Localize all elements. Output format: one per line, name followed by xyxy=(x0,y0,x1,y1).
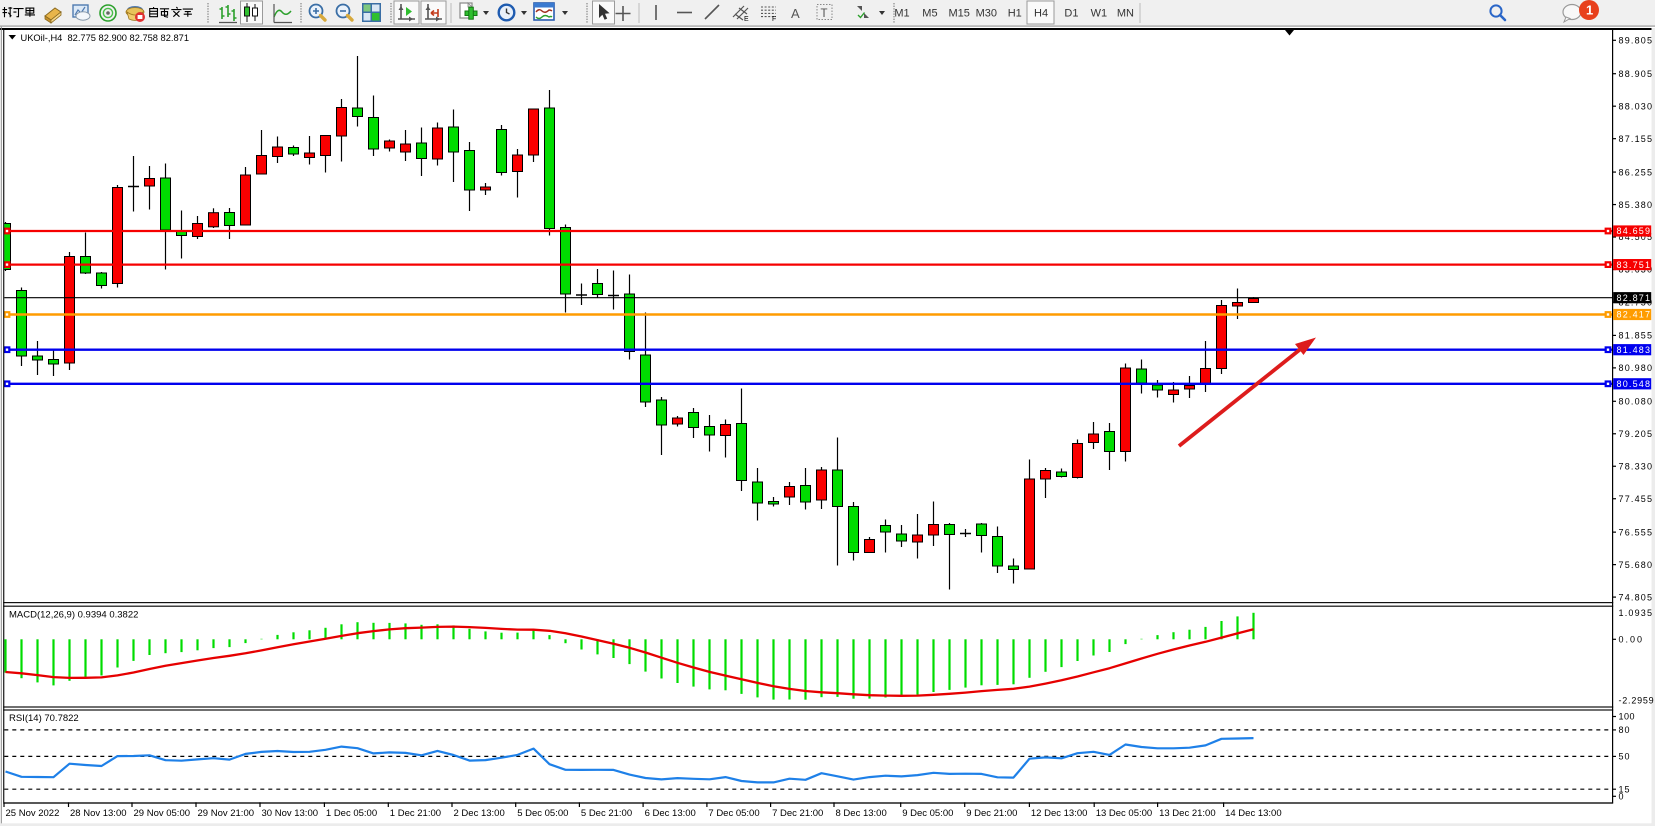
svg-text:H4: H4 xyxy=(1034,8,1048,20)
svg-text:89.805: 89.805 xyxy=(1619,36,1653,46)
svg-text:81.483: 81.483 xyxy=(1617,345,1651,355)
svg-text:M5: M5 xyxy=(922,8,937,20)
svg-text:E: E xyxy=(744,16,749,23)
svg-text:74.805: 74.805 xyxy=(1619,592,1653,602)
svg-text:1: 1 xyxy=(1586,3,1593,18)
svg-text:13 Dec 21:00: 13 Dec 21:00 xyxy=(1159,808,1216,819)
svg-text:84.505: 84.505 xyxy=(1619,232,1653,242)
svg-text:MN: MN xyxy=(1117,8,1134,20)
svg-text:77.455: 77.455 xyxy=(1619,494,1653,504)
svg-text:78.330: 78.330 xyxy=(1619,461,1653,471)
svg-text:-2.2959: -2.2959 xyxy=(1619,695,1654,705)
svg-text:UKOil-,H4 82.775 82.900 82.75: UKOil-,H4 82.775 82.900 82.758 82.871 xyxy=(21,33,190,43)
svg-text:0.00: 0.00 xyxy=(1619,635,1643,645)
svg-text:85.380: 85.380 xyxy=(1619,200,1653,210)
svg-text:1 Dec 05:00: 1 Dec 05:00 xyxy=(326,808,377,819)
svg-text:M15: M15 xyxy=(949,8,970,20)
svg-text:76.555: 76.555 xyxy=(1619,527,1653,537)
svg-text:8 Dec 13:00: 8 Dec 13:00 xyxy=(836,808,887,819)
svg-text:80.080: 80.080 xyxy=(1619,396,1653,406)
svg-text:6 Dec 13:00: 6 Dec 13:00 xyxy=(645,808,696,819)
svg-text:83.751: 83.751 xyxy=(1617,260,1651,270)
svg-text:A: A xyxy=(791,6,800,21)
svg-text:W1: W1 xyxy=(1091,8,1108,20)
svg-text:12 Dec 13:00: 12 Dec 13:00 xyxy=(1031,808,1088,819)
svg-text:80.548: 80.548 xyxy=(1617,379,1651,389)
svg-text:D1: D1 xyxy=(1064,8,1078,20)
svg-text:82.417: 82.417 xyxy=(1617,310,1651,320)
svg-text:86.255: 86.255 xyxy=(1619,167,1653,177)
svg-text:13 Dec 05:00: 13 Dec 05:00 xyxy=(1096,808,1153,819)
svg-text:100: 100 xyxy=(1619,712,1635,722)
svg-text:80: 80 xyxy=(1619,725,1630,735)
svg-text:87.155: 87.155 xyxy=(1619,134,1653,144)
svg-text:15: 15 xyxy=(1619,784,1630,794)
svg-text:1.0935: 1.0935 xyxy=(1619,608,1653,618)
svg-text:2 Dec 13:00: 2 Dec 13:00 xyxy=(454,808,505,819)
svg-text:9 Dec 05:00: 9 Dec 05:00 xyxy=(902,808,953,819)
svg-text:7 Dec 05:00: 7 Dec 05:00 xyxy=(708,808,759,819)
svg-text:7 Dec 21:00: 7 Dec 21:00 xyxy=(772,808,823,819)
svg-text:1 Dec 21:00: 1 Dec 21:00 xyxy=(390,808,441,819)
svg-text:75.680: 75.680 xyxy=(1619,560,1653,570)
svg-text:RSI(14) 70.7822: RSI(14) 70.7822 xyxy=(9,713,79,724)
svg-text:5 Dec 05:00: 5 Dec 05:00 xyxy=(517,808,568,819)
svg-text:F: F xyxy=(772,16,776,23)
svg-text:28 Nov 13:00: 28 Nov 13:00 xyxy=(70,808,127,819)
svg-text:80.980: 80.980 xyxy=(1619,363,1653,373)
svg-text:29 Nov 21:00: 29 Nov 21:00 xyxy=(198,808,255,819)
svg-text:T: T xyxy=(821,8,828,20)
svg-text:50: 50 xyxy=(1619,752,1630,762)
svg-text:0: 0 xyxy=(1619,792,1624,802)
svg-text:M1: M1 xyxy=(894,8,909,20)
svg-text:84.659: 84.659 xyxy=(1617,226,1651,236)
svg-text:5 Dec 21:00: 5 Dec 21:00 xyxy=(581,808,632,819)
svg-text:88.030: 88.030 xyxy=(1619,101,1653,111)
svg-text:H1: H1 xyxy=(1008,8,1022,20)
svg-text:29 Nov 05:00: 29 Nov 05:00 xyxy=(134,808,191,819)
svg-text:M30: M30 xyxy=(976,8,997,20)
svg-text:MACD(12,26,9) 0.9394 0.3822: MACD(12,26,9) 0.9394 0.3822 xyxy=(9,610,138,621)
svg-text:14 Dec 13:00: 14 Dec 13:00 xyxy=(1225,808,1282,819)
svg-text:88.905: 88.905 xyxy=(1619,69,1653,79)
svg-text:25 Nov 2022: 25 Nov 2022 xyxy=(6,808,60,819)
svg-text:81.855: 81.855 xyxy=(1619,331,1653,341)
svg-text:9 Dec 21:00: 9 Dec 21:00 xyxy=(966,808,1017,819)
svg-text:82.871: 82.871 xyxy=(1617,293,1651,303)
svg-text:79.205: 79.205 xyxy=(1619,429,1653,439)
svg-text:30 Nov 13:00: 30 Nov 13:00 xyxy=(262,808,319,819)
